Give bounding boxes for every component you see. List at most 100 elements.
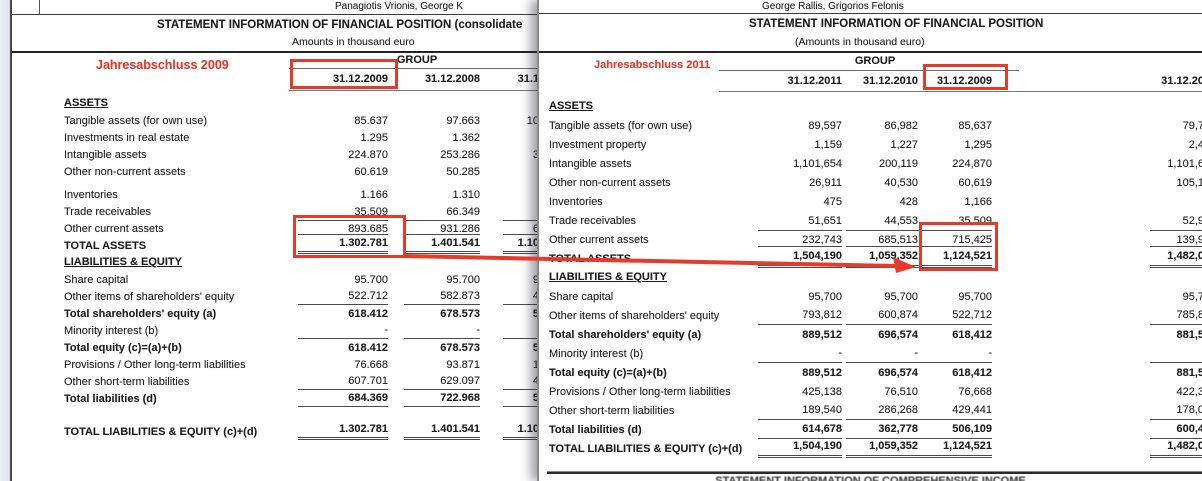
table-row-otheritems: Other items of shareholders' equity 793,8… xyxy=(539,306,1202,325)
table-body: ASSETS Tangible assets (for own use) 89,59… xyxy=(539,97,1202,458)
row-label: Total shareholders' equity (a) xyxy=(64,308,217,320)
row-label: TOTAL ASSETS xyxy=(64,240,147,252)
value-cell: 9 xyxy=(503,272,537,288)
column-header: 31.12.2009 xyxy=(936,75,992,87)
table-row-totalliab: Total liabilities (d) 684.369 722.968 5 xyxy=(12,390,537,407)
value-cell: 97.663 xyxy=(446,115,480,127)
divider xyxy=(539,13,1202,14)
value-cell: 85.637 xyxy=(354,115,388,127)
row-label: Intangible assets xyxy=(64,149,147,161)
table-row-totalassets: TOTAL ASSETS 1,504,190 1,059,352 1,124,521 1… xyxy=(539,246,1202,268)
highlight-box-right-column-2009 xyxy=(923,64,1008,90)
row-label: Trade receivables xyxy=(549,215,637,227)
row-label: Investments in real estate xyxy=(64,132,190,144)
value-cell: 51,651 xyxy=(808,215,842,227)
value-cell: 931.286 xyxy=(404,220,480,237)
value-cell: 5 xyxy=(503,340,537,356)
table-row-investments: Investments in real estate 1.295 1.362 xyxy=(12,129,537,146)
row-label: Total equity (c)=(a)+(b) xyxy=(549,367,667,379)
row-label: Other items of shareholders' equity xyxy=(549,310,720,322)
value-cell: 1,124,521 xyxy=(918,246,992,268)
value-cell: 93.871 xyxy=(446,359,480,371)
table-row-share: Share capital 95.700 95.700 9 xyxy=(12,271,537,288)
value-cell: 40,530 xyxy=(884,177,918,189)
value-cell: 139,9 xyxy=(1150,230,1202,249)
value-cell: 10 xyxy=(526,115,537,127)
annotation-jahresabschluss-2009: Jahresabschluss 2009 xyxy=(96,58,229,72)
value-cell: 1,295 xyxy=(964,139,992,151)
value-cell: 685,513 xyxy=(846,230,918,249)
section-header-assets-hdr: ASSETS xyxy=(549,100,594,112)
table-row-minority: Minority interest (b) - - xyxy=(12,322,537,339)
highlight-box-left-values xyxy=(293,215,406,258)
value-cell: 1,227 xyxy=(890,139,918,151)
table-row-totalsh: Total shareholders' equity (a) 618.412 678… xyxy=(12,305,537,322)
value-cell xyxy=(1150,362,1202,363)
header-underline xyxy=(719,91,1202,92)
row-label: Intangible assets xyxy=(549,158,632,170)
table-row-inventories: Inventories 1.166 1.310 xyxy=(12,186,537,203)
value-cell: 52,9 xyxy=(1182,215,1202,227)
table-row-totalle: TOTAL LIABILITIES & EQUITY (c)+(d) 1.302.… xyxy=(12,423,537,440)
value-cell: 428 xyxy=(899,196,918,208)
row-label: Other short-term liabilities xyxy=(549,405,675,417)
row-label: Share capital xyxy=(549,291,614,303)
value-cell: 5 xyxy=(503,306,537,322)
divider xyxy=(12,14,537,15)
statement-subtitle: Amounts in thousand euro xyxy=(292,36,415,48)
row-label: Other non-current assets xyxy=(549,177,671,189)
value-cell: 26,911 xyxy=(809,177,842,189)
value-cell: 1.10 xyxy=(503,421,537,440)
row-label: Provisions / Other long-term liabilities xyxy=(64,359,246,371)
table-row-tangible: Tangible assets (for own use) 85.637 97.66… xyxy=(12,112,537,129)
group-column-label: GROUP xyxy=(396,54,438,66)
value-cell: 614,678 xyxy=(758,420,842,439)
value-cell: 696,574 xyxy=(878,329,918,341)
value-cell: 1,124,521 xyxy=(918,437,992,458)
highlight-box-left-column-2009 xyxy=(290,59,398,89)
table-row-othercurrent: Other current assets 893.685 931.286 6 xyxy=(12,220,537,237)
value-cell: 889,512 xyxy=(802,329,842,341)
value-cell: - xyxy=(918,344,992,363)
value-cell: 76,510 xyxy=(884,386,918,398)
table-row-minority: Minority interest (b) - - - xyxy=(539,344,1202,363)
value-cell: 76.668 xyxy=(354,359,388,371)
value-cell: 76,668 xyxy=(958,386,992,398)
value-cell: 95.700 xyxy=(354,274,388,286)
value-cell: 95,700 xyxy=(808,291,842,303)
value-cell: 95,7 xyxy=(1182,291,1202,303)
value-cell: 1,059,352 xyxy=(846,246,918,268)
table-row-provisions: Provisions / Other long-term liabilities… xyxy=(539,382,1202,401)
value-cell: 1,482,0 xyxy=(1150,246,1202,268)
value-cell: 1,159 xyxy=(814,139,842,151)
header-underline xyxy=(289,90,537,91)
value-cell: 189,540 xyxy=(758,401,842,420)
value-cell: 600,4 xyxy=(1150,420,1202,439)
value-cell: 607.701 xyxy=(298,373,388,390)
value-cell: 86,982 xyxy=(884,120,918,132)
table-row-totalassets: TOTAL ASSETS 1.302.781 1.401.541 1.10 xyxy=(12,234,537,254)
statement-title: STATEMENT INFORMATION OF FINANCIAL POSIT… xyxy=(157,19,523,31)
table-row-totalle: TOTAL LIABILITIES & EQUITY (c)+(d) 1,504,… xyxy=(539,439,1202,458)
table-row-intangible: Intangible assets 224.870 253.286 3 xyxy=(12,146,537,163)
row-label: Minority interest (b) xyxy=(64,325,159,337)
table-row-trade: Trade receivables 51,651 44,553 35,509 52,9 xyxy=(539,211,1202,230)
value-cell: - xyxy=(298,322,388,339)
section-divider xyxy=(547,471,1202,474)
value-cell: 95.700 xyxy=(446,274,480,286)
value-cell: 582.873 xyxy=(404,288,480,305)
signatories-line: Panagiotis Vrionis, George K xyxy=(335,1,464,12)
row-label: TOTAL LIABILITIES & EQUITY (c)+(d) xyxy=(549,443,743,455)
value-cell: 1,101,6 xyxy=(1167,158,1202,170)
column-header: 31.12.20 xyxy=(1161,75,1202,87)
value-cell: 475 xyxy=(823,196,842,208)
value-cell: 522.712 xyxy=(298,288,388,305)
row-label: Other items of shareholders' equity xyxy=(64,291,235,303)
value-cell: 66.349 xyxy=(446,206,480,218)
value-cell: 79,7 xyxy=(1182,120,1202,132)
row-label: Inventories xyxy=(64,189,118,201)
value-cell: 522,712 xyxy=(918,306,992,325)
table-row-totalequity: Total equity (c)=(a)+(b) 618.412 678.573 5 xyxy=(12,339,537,356)
row-label: Total shareholders' equity (a) xyxy=(549,329,702,341)
table-row-investments: Investment property 1,159 1,227 1,295 2,4 xyxy=(539,135,1202,154)
